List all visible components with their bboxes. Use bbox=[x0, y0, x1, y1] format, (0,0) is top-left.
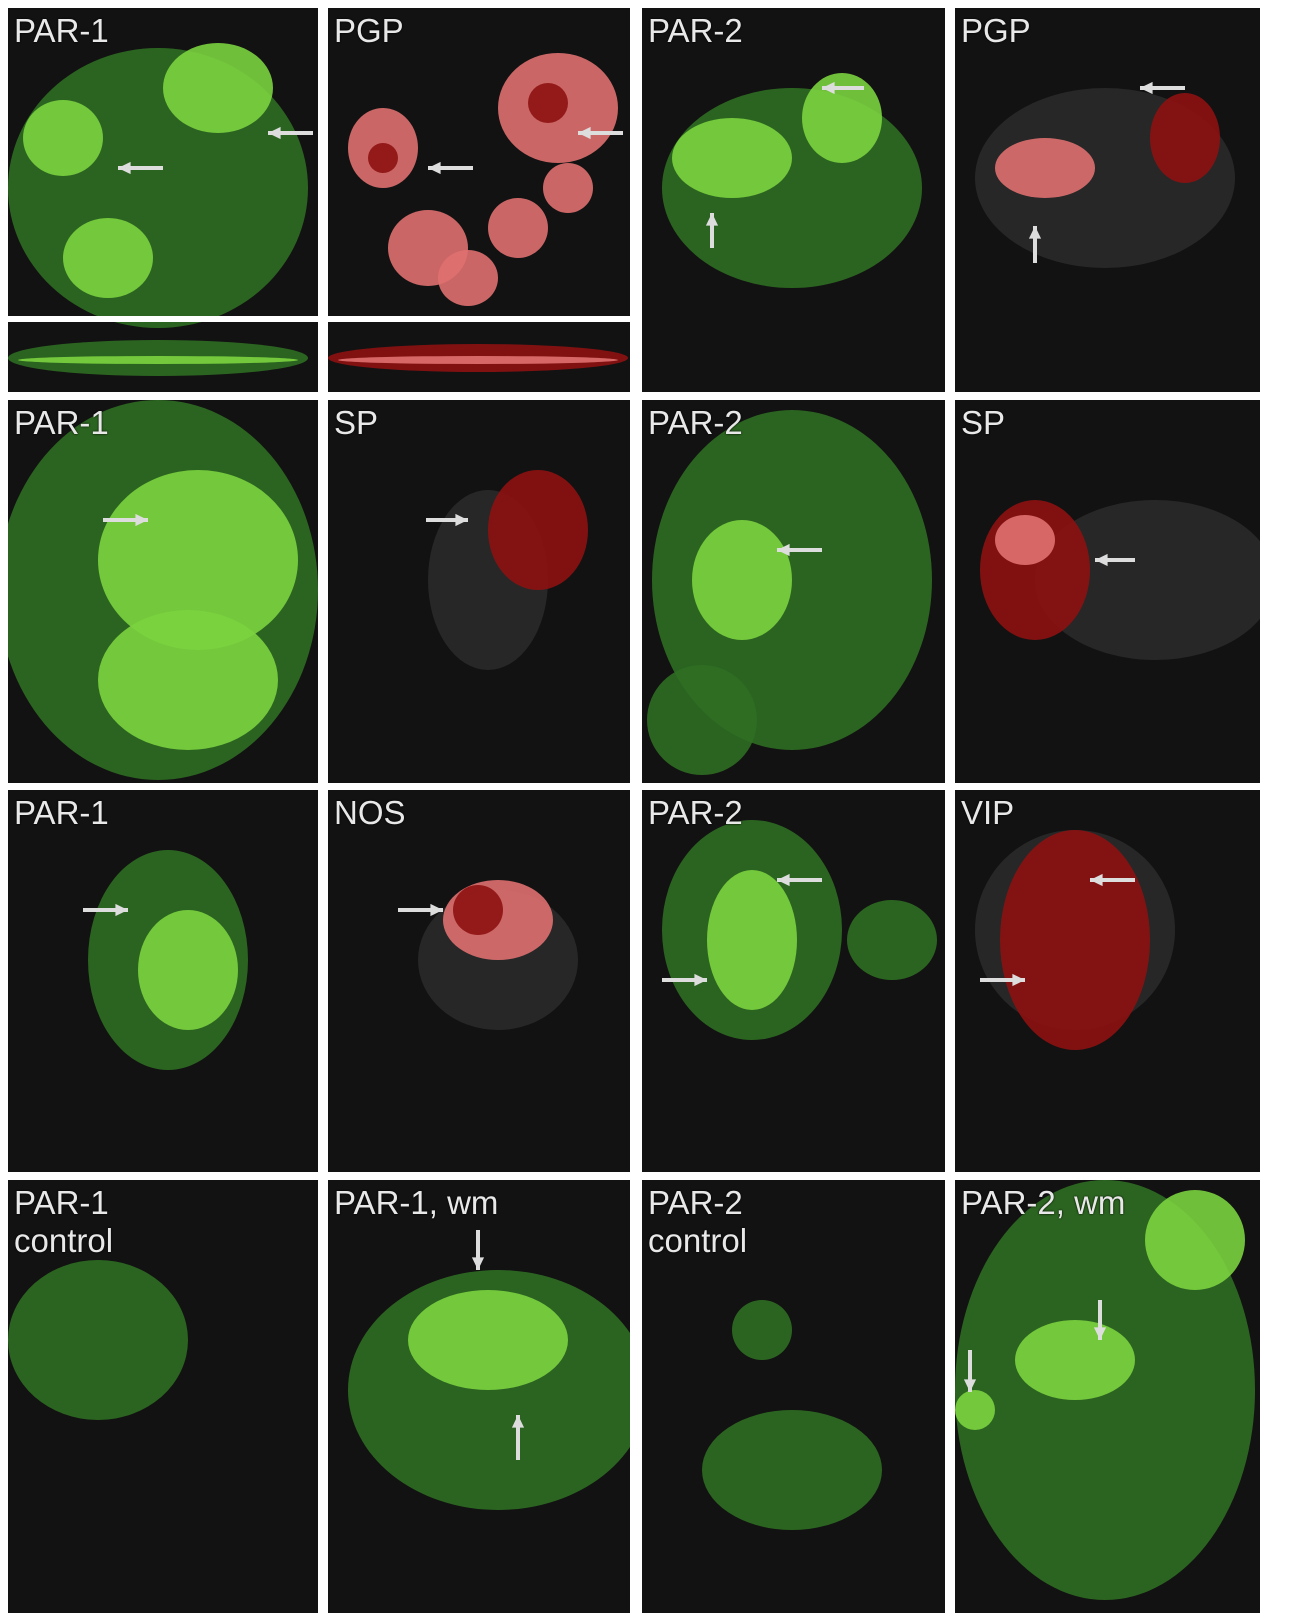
panel-label: PAR-2 bbox=[648, 12, 743, 50]
cell-image bbox=[328, 400, 630, 783]
cell-image bbox=[642, 790, 945, 1172]
stained-cell bbox=[1000, 830, 1150, 1050]
stain-label: PGP bbox=[334, 12, 404, 50]
cell-image bbox=[955, 1180, 1260, 1613]
panel-label: NOS bbox=[334, 794, 406, 832]
condition-label: control bbox=[14, 1222, 113, 1260]
micrograph-panel: PGP bbox=[328, 8, 630, 392]
cell-image bbox=[8, 8, 318, 392]
stain-label: PAR-1 bbox=[14, 794, 109, 832]
micrograph-panel: PAR-2 bbox=[642, 400, 945, 783]
micrograph-panel: PAR-1, wm bbox=[328, 1180, 630, 1613]
panel-label: PGP bbox=[961, 12, 1031, 50]
micrograph-panel: PGP bbox=[955, 8, 1260, 392]
stain-label: VIP bbox=[961, 794, 1014, 832]
inset-divider bbox=[8, 316, 318, 322]
stained-cell bbox=[995, 138, 1095, 198]
micrograph-panel: NOS bbox=[328, 790, 630, 1172]
condition-label: control bbox=[648, 1222, 747, 1260]
stained-cell bbox=[8, 1260, 188, 1420]
panel-label: SP bbox=[961, 404, 1005, 442]
panel-label: VIP bbox=[961, 794, 1014, 832]
stained-cell bbox=[408, 1290, 568, 1390]
cell-image bbox=[642, 8, 945, 392]
stain-label: PAR-2 bbox=[648, 12, 743, 50]
stained-cell bbox=[732, 1300, 792, 1360]
stained-cell bbox=[338, 356, 618, 364]
stain-label: PAR-2 bbox=[648, 1184, 747, 1222]
stain-label: NOS bbox=[334, 794, 406, 832]
panel-label: PAR-2 bbox=[648, 794, 743, 832]
stain-label: PGP bbox=[961, 12, 1031, 50]
arrow-head bbox=[428, 162, 441, 174]
micrograph-panel: PAR-2 bbox=[642, 8, 945, 392]
micrograph-panel: VIP bbox=[955, 790, 1260, 1172]
stain-label: PAR-1 bbox=[14, 12, 109, 50]
panel-label: PAR-1 bbox=[14, 12, 109, 50]
stained-cell bbox=[488, 198, 548, 258]
cell-image bbox=[328, 790, 630, 1172]
cell-image bbox=[955, 8, 1260, 392]
micrograph-panel: PAR-1 bbox=[8, 8, 318, 392]
stain-label: PAR-1 bbox=[14, 1184, 113, 1222]
panel-label: PAR-1 bbox=[14, 404, 109, 442]
panel-label: PAR-1 bbox=[14, 794, 109, 832]
stain-label: SP bbox=[334, 404, 378, 442]
stained-cell bbox=[488, 470, 588, 590]
stained-cell bbox=[163, 43, 273, 133]
stain-label: SP bbox=[961, 404, 1005, 442]
stain-label: PAR-2 bbox=[648, 404, 743, 442]
cell-image bbox=[328, 1180, 630, 1613]
cell-image bbox=[955, 790, 1260, 1172]
stained-cell bbox=[1150, 93, 1220, 183]
arrow-head bbox=[472, 1257, 484, 1270]
stained-cell bbox=[702, 1410, 882, 1530]
cell-image bbox=[328, 8, 630, 392]
cell-image bbox=[642, 400, 945, 783]
figure: {"panels": [ {"label": "PAR-1"}, {"label… bbox=[0, 0, 1297, 1613]
micrograph-panel: PAR-1 bbox=[8, 400, 318, 783]
stained-cell bbox=[528, 83, 568, 123]
stained-cell bbox=[847, 900, 937, 980]
stained-cell bbox=[98, 610, 278, 750]
stained-cell bbox=[23, 100, 103, 176]
cell-image bbox=[955, 400, 1260, 783]
panel-label: PAR-2 bbox=[648, 404, 743, 442]
stained-cell bbox=[647, 665, 757, 775]
stained-cell bbox=[543, 163, 593, 213]
inset-divider bbox=[328, 316, 630, 322]
cell-image bbox=[8, 790, 318, 1172]
panel-label: PGP bbox=[334, 12, 404, 50]
stained-cell bbox=[138, 910, 238, 1030]
stained-cell bbox=[368, 143, 398, 173]
micrograph-panel: SP bbox=[328, 400, 630, 783]
micrograph-panel: SP bbox=[955, 400, 1260, 783]
stained-cell bbox=[707, 870, 797, 1010]
panel-label: PAR-2, wm bbox=[961, 1184, 1125, 1222]
stain-label: PAR-1, wm bbox=[334, 1184, 498, 1222]
micrograph-panel: PAR-1 bbox=[8, 790, 318, 1172]
stained-cell bbox=[63, 218, 153, 298]
micrograph-panel: PAR-2 bbox=[642, 790, 945, 1172]
stained-cell bbox=[1145, 1190, 1245, 1290]
panel-label: PAR-1, wm bbox=[334, 1184, 498, 1222]
stain-label: PAR-1 bbox=[14, 404, 109, 442]
micrograph-panel: PAR-2, wm bbox=[955, 1180, 1260, 1613]
panel-label: SP bbox=[334, 404, 378, 442]
stained-cell bbox=[1015, 1320, 1135, 1400]
stained-cell bbox=[18, 356, 298, 364]
stained-cell bbox=[995, 515, 1055, 565]
stained-cell bbox=[438, 250, 498, 306]
stained-cell bbox=[955, 1390, 995, 1430]
stained-cell bbox=[672, 118, 792, 198]
stained-cell bbox=[692, 520, 792, 640]
cell-image bbox=[8, 400, 318, 783]
stain-label: PAR-2, wm bbox=[961, 1184, 1125, 1222]
stained-cell bbox=[453, 885, 503, 935]
stain-label: PAR-2 bbox=[648, 794, 743, 832]
